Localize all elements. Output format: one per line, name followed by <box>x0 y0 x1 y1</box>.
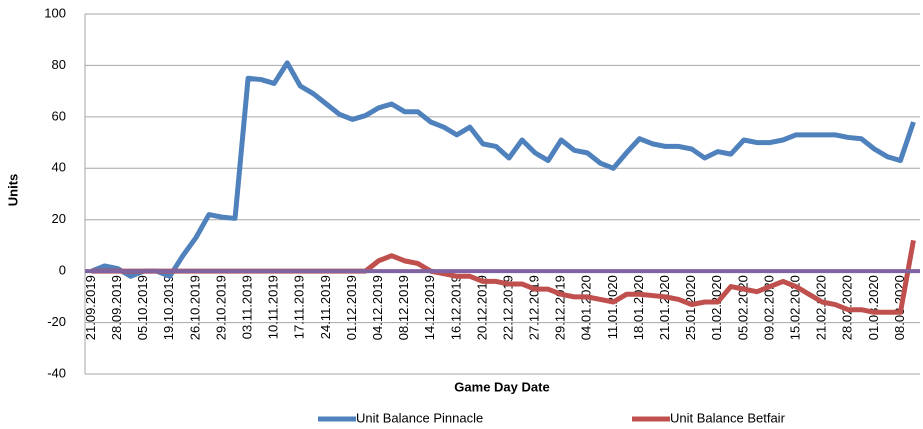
x-tick-label: 24.11.2019 <box>318 275 333 339</box>
x-tick-label: 08.12.2019 <box>396 275 411 340</box>
x-tick-label: 17.11.2019 <box>292 275 307 339</box>
x-tick-label: 20.12.2019 <box>474 275 489 340</box>
x-tick-label: 29.10.2019 <box>213 275 228 340</box>
x-tick-label: 01.12.2019 <box>344 275 359 340</box>
x-tick-label: 01.02.2020 <box>709 275 724 340</box>
x-tick-label: 05.02.2020 <box>735 275 750 340</box>
series-line <box>90 60 916 279</box>
x-tick-label: 25.01.2020 <box>683 275 698 340</box>
y-tick-label: 100 <box>44 5 66 20</box>
x-tick-label: 10.11.2019 <box>266 275 281 339</box>
y-axis-title: Units <box>5 174 20 207</box>
x-tick-label: 29.12.2019 <box>553 275 568 340</box>
legend-label: Unit Balance Betfair <box>670 410 786 425</box>
x-tick-label: 15.02.2020 <box>787 275 802 340</box>
x-tick-label: 11.01.2020 <box>605 275 620 339</box>
x-tick-label: 22.12.2019 <box>500 275 515 340</box>
x-tick-label: 21.02.2020 <box>814 275 829 340</box>
x-tick-label: 14.12.2019 <box>422 275 437 340</box>
y-tick-label: -20 <box>47 314 66 329</box>
x-tick-label: 05.10.2019 <box>135 275 150 340</box>
x-tick-label: 04.01.2020 <box>579 275 594 340</box>
y-tick-label: 60 <box>52 108 66 123</box>
x-tick-label: 28.09.2019 <box>109 275 124 340</box>
y-tick-label: 20 <box>52 211 66 226</box>
x-axis-title: Game Day Date <box>454 379 549 394</box>
y-tick-label: 40 <box>52 160 66 175</box>
x-tick-label: 04.12.2019 <box>370 275 385 340</box>
x-tick-label: 03.11.2019 <box>240 275 255 339</box>
x-tick-label: 01.03.2020 <box>866 275 881 340</box>
x-tick-label: 09.02.2020 <box>761 275 776 340</box>
x-tick-label: 16.12.2019 <box>448 275 463 340</box>
x-tick-label: 19.10.2019 <box>161 275 176 340</box>
y-tick-label: 0 <box>59 263 66 278</box>
x-tick-label: 21.01.2020 <box>657 275 672 340</box>
y-tick-label: -40 <box>47 365 66 380</box>
x-tick-label: 26.10.2019 <box>187 275 202 340</box>
legend-label: Unit Balance Pinnacle <box>356 410 483 425</box>
y-tick-label: 80 <box>52 57 66 72</box>
x-tick-label: 21.09.2019 <box>83 275 98 340</box>
x-tick-label: 18.01.2020 <box>631 275 646 340</box>
